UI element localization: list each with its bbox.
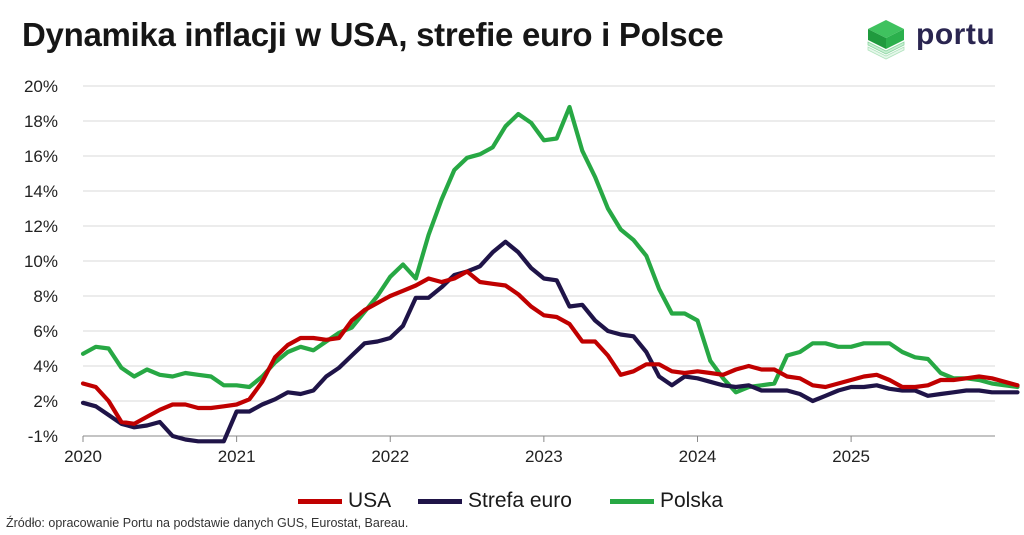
y-tick-label-2: 4% [33, 357, 58, 376]
x-axis: 2020 2021 2022 2023 2024 2025 [64, 435, 995, 466]
line-chart: -1%2%4%6%8%10%12%14%16%18%20% 2020 2021 20… [24, 77, 1020, 466]
y-tick-label-1: 2% [33, 392, 58, 411]
logo-wordmark: portu [916, 18, 996, 51]
y-tick-label-7: 14% [24, 182, 58, 201]
legend-swatch-polska [610, 498, 654, 504]
y-tick-label-10: 20% [24, 77, 58, 96]
legend: USA Strefa euro Polska [0, 487, 1024, 515]
x-tick-label-3: 2023 [525, 447, 563, 466]
chart-title: Dynamika inflacji w USA, strefie euro i … [22, 16, 724, 53]
y-tick-label-8: 16% [24, 147, 58, 166]
series-line-polska [80, 104, 1020, 395]
x-tick-label-1: 2021 [218, 447, 256, 466]
legend-label-polska: Polska [660, 489, 724, 512]
legend-label-usa: USA [348, 489, 392, 512]
series-lines [80, 104, 1020, 444]
x-tick-label-0: 2020 [64, 447, 102, 466]
y-axis-tick-labels: -1% 2% 4% 6% 8% 10% 12% 14% 16% 18% 20% [24, 77, 58, 446]
source-note: Źródło: opracowanie Portu na podstawie d… [6, 516, 409, 530]
y-tick-label-5: 10% [24, 252, 58, 271]
portu-logo[interactable]: portu [862, 14, 1012, 64]
legend-item-usa: USA [298, 487, 391, 515]
x-tick-label-4: 2024 [679, 447, 717, 466]
series-line-usa [80, 269, 1020, 426]
y-tick-label-6: 12% [24, 217, 58, 236]
x-tick-label-2: 2022 [371, 447, 409, 466]
stacked-cube-logo-icon [867, 20, 905, 60]
legend-label-strefa-euro: Strefa euro [468, 489, 572, 512]
series-line-strefa-euro [80, 239, 1020, 444]
y-tick-label-9: 18% [24, 112, 58, 131]
legend-swatch-strefa-euro [418, 498, 462, 504]
legend-item-polska: Polska [610, 487, 723, 515]
y-tick-label-3: 6% [33, 322, 58, 341]
y-tick-label-0: -1% [28, 427, 58, 446]
legend-swatch-usa [298, 498, 342, 504]
y-tick-label-4: 8% [33, 287, 58, 306]
legend-item-strefa-euro: Strefa euro [418, 487, 572, 515]
x-tick-label-5: 2025 [832, 447, 870, 466]
